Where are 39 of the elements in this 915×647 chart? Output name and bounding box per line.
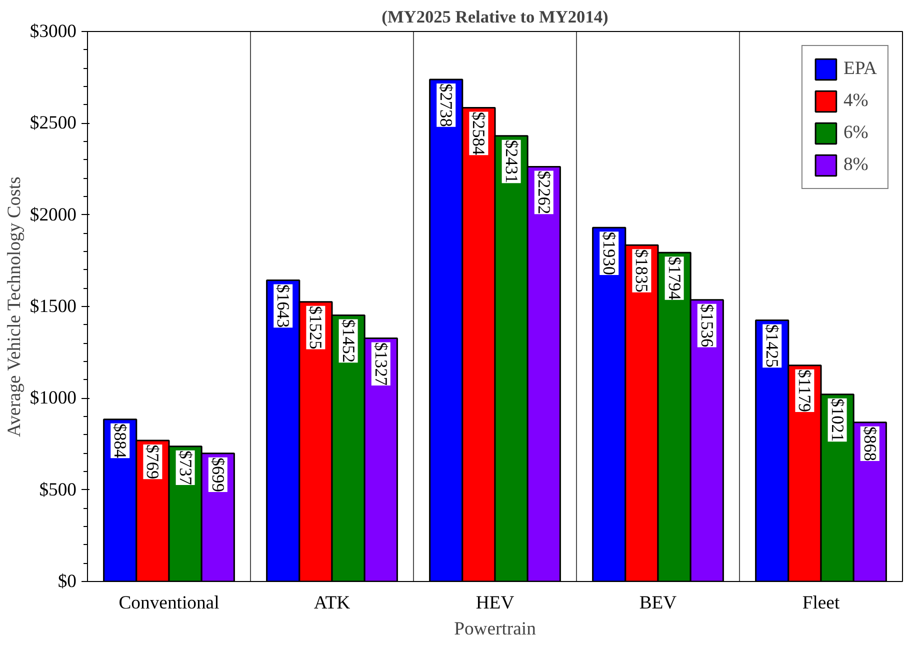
data-label: $884: [110, 423, 130, 458]
data-label: $699: [208, 457, 228, 492]
x-tick-label: ATK: [314, 592, 351, 614]
y-tick-label: $500: [39, 479, 76, 500]
data-label: $868: [860, 426, 880, 462]
y-axis-title: Average Vehicle Technology Costs: [4, 176, 25, 438]
y-tick-label: $1500: [30, 296, 76, 317]
legend-label: 6%: [843, 121, 868, 145]
x-tick-label: HEV: [476, 592, 515, 614]
data-label: $2431: [502, 140, 521, 184]
data-label: $1930: [600, 232, 619, 275]
y-tick-label: $2000: [30, 204, 76, 226]
data-label: $1794: [664, 256, 684, 300]
data-label: $1021: [828, 398, 847, 442]
data-label: $737: [176, 450, 195, 486]
data-label: $2262: [534, 170, 554, 214]
x-tick-label: Fleet: [802, 592, 840, 614]
chart-title: (MY2025 Relative to MY2014): [382, 8, 609, 26]
data-label: $769: [143, 444, 162, 480]
y-tick-label: $2500: [30, 112, 76, 134]
data-label: $1643: [274, 284, 293, 328]
data-label: $2738: [436, 84, 456, 127]
data-label: $1425: [762, 324, 782, 368]
x-tick-label: Conventional: [118, 592, 220, 614]
legend-label: 4%: [843, 89, 868, 113]
data-label: $1525: [306, 306, 326, 350]
data-label: $1536: [697, 304, 716, 348]
data-label: $1835: [632, 249, 652, 292]
y-tick-label: $0: [58, 571, 76, 592]
data-label: $2584: [469, 112, 488, 156]
y-tick-label: $3000: [30, 21, 76, 42]
data-label: $1327: [371, 342, 390, 386]
x-axis-title: Powertrain: [454, 618, 537, 640]
data-label: $1179: [795, 369, 814, 412]
x-tick-label: BEV: [639, 592, 678, 614]
legend-label: EPA: [843, 57, 877, 81]
data-label: $1452: [338, 319, 358, 363]
legend-label: 8%: [843, 153, 868, 177]
y-tick-label: $1000: [30, 388, 76, 409]
